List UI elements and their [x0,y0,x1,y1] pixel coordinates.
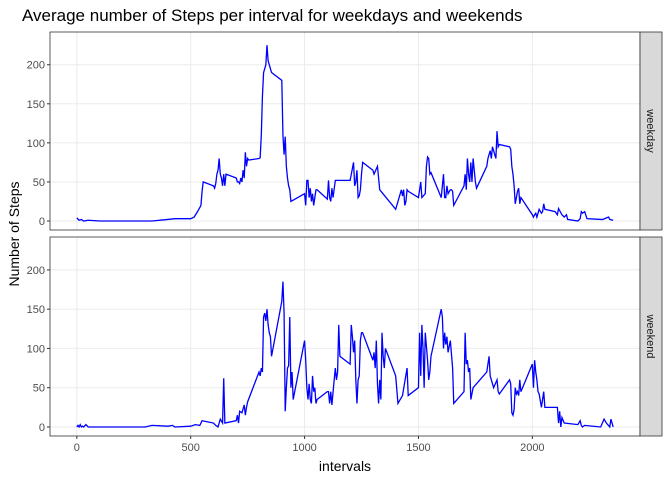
x-tick-label: 1000 [292,442,316,454]
y-tick-label: 200 [27,265,45,277]
x-tick-label: 2000 [520,442,544,454]
y-axis-title: Number of Steps [6,181,22,286]
x-tick-label: 1500 [406,442,430,454]
strip-label: weekday [644,108,656,153]
y-tick-label: 0 [39,422,45,434]
x-tick-label: 0 [74,442,80,454]
y-tick-label: 0 [39,216,45,228]
y-tick-label: 50 [33,383,45,395]
y-tick-label: 100 [27,343,45,355]
panel-border [49,236,641,437]
x-tick-label: 500 [182,442,200,454]
panel-border [49,31,641,231]
series-line [76,45,614,222]
series-line [76,281,614,429]
y-tick-label: 50 [33,177,45,189]
strip [639,236,663,437]
y-tick-label: 200 [27,60,45,72]
x-axis-title: intervals [319,458,371,474]
y-tick-label: 150 [27,99,45,111]
strip-label: weekend [644,313,656,358]
strip [639,31,663,231]
chart-title: Average number of Steps per interval for… [22,6,523,25]
y-tick-label: 100 [27,138,45,150]
y-tick-label: 150 [27,304,45,316]
